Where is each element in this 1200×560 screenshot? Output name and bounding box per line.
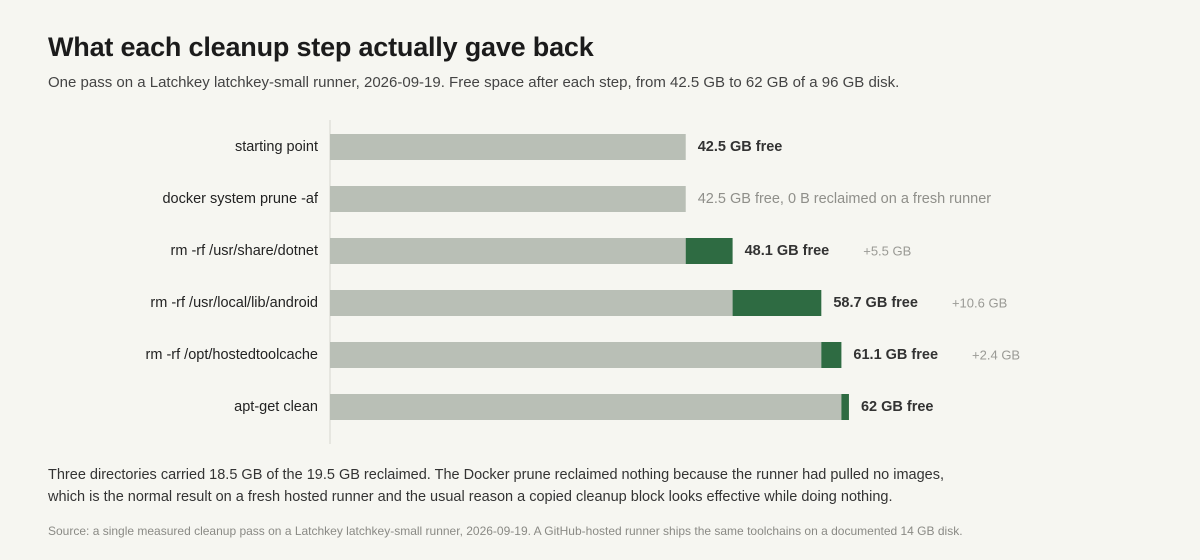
- category-label: starting point: [235, 139, 318, 155]
- bar-reclaimed-segment: [821, 342, 842, 368]
- bar-reclaimed-segment: [732, 290, 822, 316]
- source-note: Source: a single measured cleanup pass o…: [48, 524, 963, 538]
- value-label: 62 GB free: [861, 399, 934, 415]
- bar-base-segment: [330, 394, 842, 420]
- value-label: 58.7 GB free: [833, 295, 918, 311]
- bar-base-segment: [330, 186, 686, 212]
- category-label: rm -rf /opt/hostedtoolcache: [146, 347, 318, 363]
- bar-reclaimed-segment: [685, 238, 733, 264]
- bar-reclaimed-segment: [841, 394, 849, 420]
- chart-title: What each cleanup step actually gave bac…: [48, 32, 594, 62]
- chart-subtitle: One pass on a Latchkey latchkey-small ru…: [48, 74, 900, 91]
- bar-base-segment: [330, 238, 686, 264]
- value-label: 42.5 GB free: [698, 139, 783, 155]
- cleanup-bar-chart: starting point 42.5 GB free docker system …: [146, 120, 1020, 444]
- bar-base-segment: [330, 290, 733, 316]
- note-line-2: which is the normal result on a fresh ho…: [48, 489, 893, 505]
- bar-base-segment: [330, 342, 822, 368]
- bar-base-segment: [330, 134, 686, 160]
- category-label: docker system prune -af: [162, 191, 319, 207]
- value-label: 42.5 GB free, 0 B reclaimed on a fresh r…: [698, 191, 992, 207]
- note-line-1: Three directories carried 18.5 GB of the…: [48, 467, 945, 483]
- delta-label: +5.5 GB: [863, 244, 911, 259]
- delta-label: +2.4 GB: [972, 348, 1020, 363]
- category-label: rm -rf /usr/share/dotnet: [171, 243, 318, 259]
- value-label: 48.1 GB free: [745, 243, 830, 259]
- chart-note: Three directories carried 18.5 GB of the…: [48, 464, 1048, 508]
- category-label: rm -rf /usr/local/lib/android: [150, 295, 318, 311]
- value-label: 61.1 GB free: [853, 347, 938, 363]
- delta-label: +10.6 GB: [952, 296, 1007, 311]
- category-label: apt-get clean: [234, 399, 318, 415]
